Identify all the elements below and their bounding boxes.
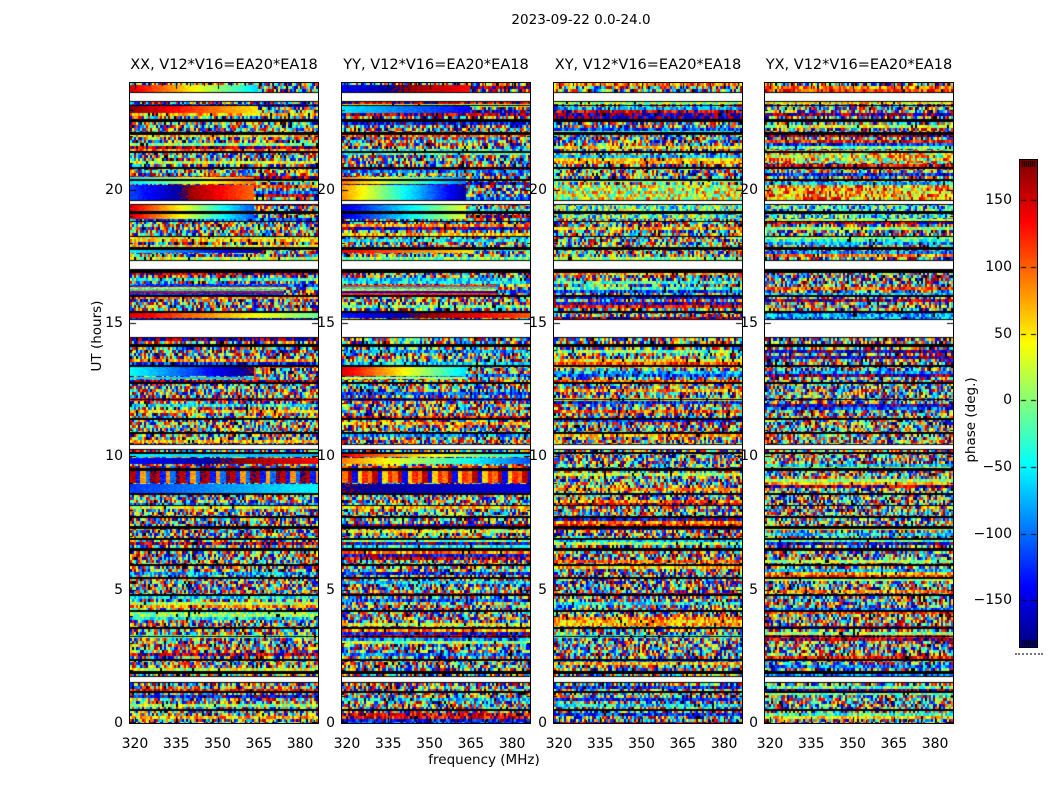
x-tick-label-yx-380: 380 [921, 736, 949, 752]
y-tick-label-xy-15: 15 [529, 315, 547, 331]
colorbar [1019, 159, 1038, 648]
panel-xx [129, 82, 319, 724]
y-tick-label-yy-10: 10 [317, 448, 335, 465]
colorbar-tick-label-−100: −100 [973, 525, 1012, 542]
x-tick-label-xy-365: 365 [669, 736, 697, 752]
panel-canvas-xx [130, 83, 318, 723]
panel-canvas-yx [765, 83, 953, 723]
y-axis-label: UT (hours) [89, 300, 105, 372]
panel-canvas-xy [554, 83, 742, 723]
x-tick-label-yx-350: 350 [839, 736, 866, 752]
x-tick-label-yy-365: 365 [457, 736, 485, 752]
y-tick-label-xx-10: 10 [105, 448, 123, 465]
y-tick-label-yx-0: 0 [749, 715, 758, 731]
y-tick-label-yx-5: 5 [749, 581, 758, 598]
y-tick-label-xx-5: 5 [114, 581, 123, 598]
colorbar-tick-label-50: 50 [994, 325, 1012, 342]
panel-title-xy: XY, V12*V16=EA20*EA18 [554, 57, 742, 73]
colorbar-tick-label-100: 100 [985, 259, 1012, 276]
x-tick-label-yy-320: 320 [333, 736, 361, 752]
x-tick-label-yx-365: 365 [880, 736, 908, 752]
x-tick-label-xy-380: 380 [710, 736, 738, 752]
y-tick-label-xx-0: 0 [114, 715, 123, 731]
panel-xy [553, 82, 743, 724]
x-axis-label: frequency (MHz) [428, 752, 540, 768]
x-tick-label-yx-335: 335 [797, 736, 825, 752]
x-tick-label-xy-320: 320 [545, 736, 573, 752]
y-tick-label-yy-20: 20 [317, 181, 335, 198]
x-tick-label-yy-335: 335 [374, 736, 402, 752]
x-tick-label-xx-320: 320 [121, 736, 149, 752]
colorbar-extend-dotted-line [1015, 653, 1043, 655]
y-tick-label-xy-0: 0 [538, 715, 547, 731]
y-tick-label-yy-0: 0 [326, 715, 335, 731]
y-tick-label-yy-15: 15 [317, 315, 335, 331]
x-tick-label-xx-380: 380 [286, 736, 314, 752]
y-tick-label-yx-20: 20 [740, 181, 758, 198]
y-tick-label-yx-15: 15 [740, 315, 758, 331]
colorbar-tick-label-0: 0 [1003, 392, 1012, 409]
x-tick-label-xx-350: 350 [204, 736, 231, 752]
x-tick-label-yx-320: 320 [756, 736, 784, 752]
y-tick-label-xy-10: 10 [529, 448, 547, 465]
x-tick-label-xx-335: 335 [162, 736, 190, 752]
colorbar-tick-label-−150: −150 [973, 592, 1012, 609]
y-tick-label-xy-5: 5 [538, 581, 547, 598]
panel-canvas-yy [342, 83, 530, 723]
colorbar-tick-label-−50: −50 [982, 459, 1012, 476]
colorbar-canvas [1020, 160, 1037, 647]
y-tick-label-xx-20: 20 [105, 181, 123, 198]
panel-title-xx: XX, V12*V16=EA20*EA18 [130, 57, 318, 73]
panel-yx [764, 82, 954, 724]
x-tick-label-xx-365: 365 [245, 736, 273, 752]
y-tick-label-xy-20: 20 [529, 181, 547, 198]
y-tick-label-xx-15: 15 [105, 315, 123, 331]
x-tick-label-yy-350: 350 [416, 736, 443, 752]
figure-title: 2023-09-22 0.0-24.0 [511, 12, 651, 28]
colorbar-label: phase (deg.) [963, 377, 979, 463]
panel-title-yx: YX, V12*V16=EA20*EA18 [765, 57, 953, 73]
x-tick-label-xy-350: 350 [628, 736, 655, 752]
panel-yy [341, 82, 531, 724]
x-tick-label-yy-380: 380 [498, 736, 526, 752]
panel-title-yy: YY, V12*V16=EA20*EA18 [343, 57, 529, 73]
y-tick-label-yx-10: 10 [740, 448, 758, 465]
x-tick-label-xy-335: 335 [586, 736, 614, 752]
y-tick-label-yy-5: 5 [326, 581, 335, 598]
colorbar-tick-label-150: 150 [985, 192, 1012, 209]
